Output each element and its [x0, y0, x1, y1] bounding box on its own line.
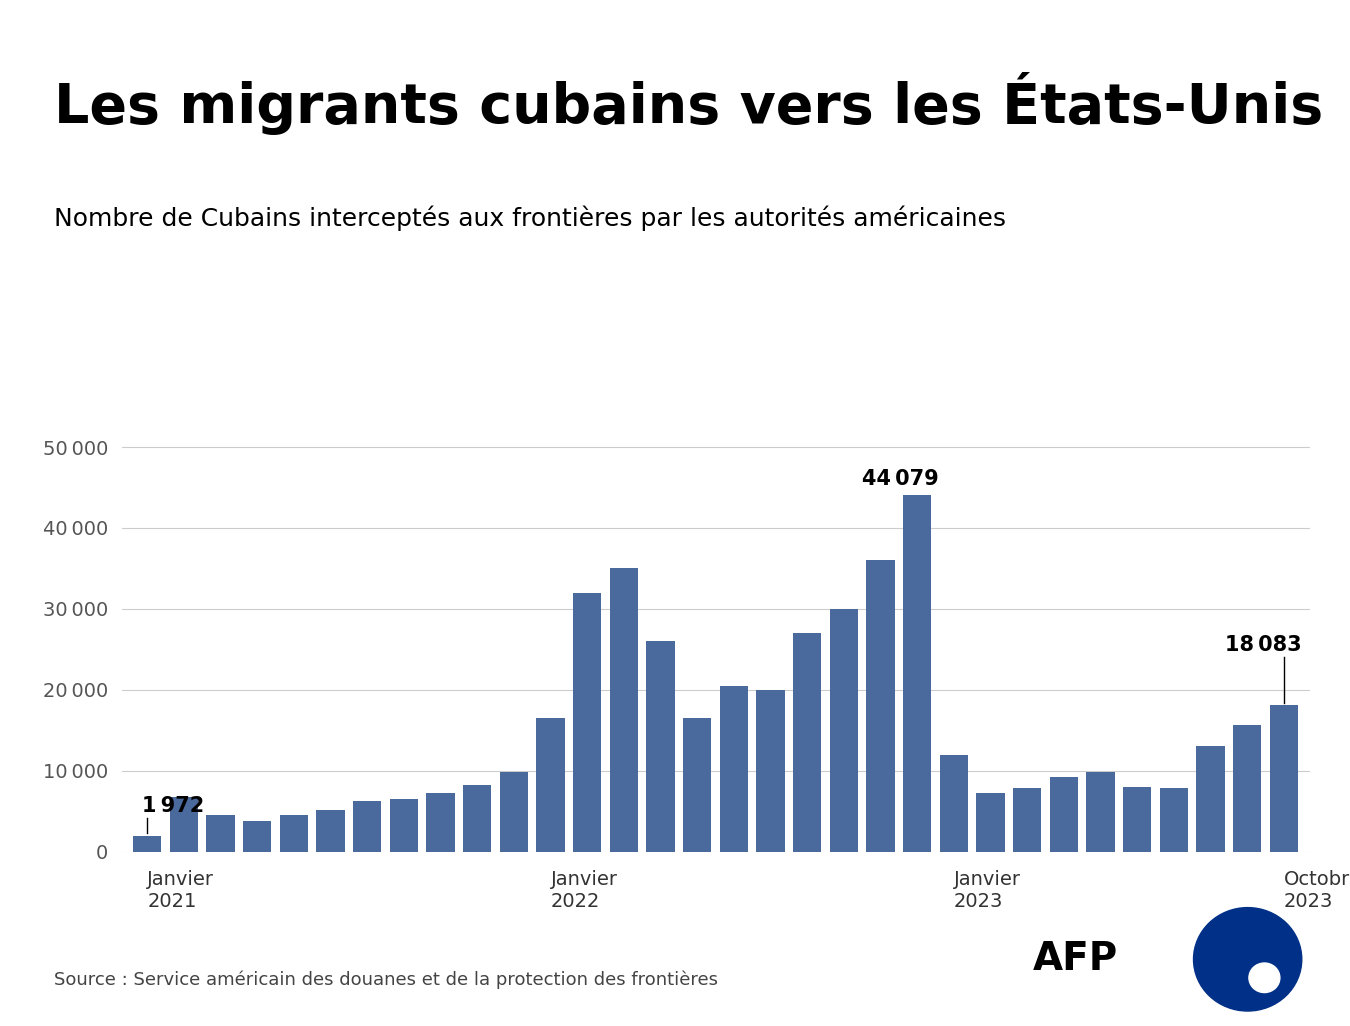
Bar — [427, 793, 455, 852]
Text: Nombre de Cubains interceptés aux frontières par les autorités américaines: Nombre de Cubains interceptés aux fronti… — [54, 205, 1006, 231]
Bar — [572, 593, 602, 852]
Bar — [940, 754, 968, 852]
Text: AFP: AFP — [1033, 940, 1118, 979]
Bar — [536, 718, 564, 852]
Text: 44 079: 44 079 — [863, 469, 938, 489]
Bar — [647, 641, 675, 852]
Bar — [316, 810, 344, 852]
Bar — [1087, 773, 1115, 852]
Bar — [903, 495, 932, 852]
Bar — [1269, 705, 1299, 852]
Bar — [829, 608, 859, 852]
Bar — [756, 689, 784, 852]
Bar — [170, 796, 198, 852]
Circle shape — [1249, 963, 1280, 992]
Bar — [243, 821, 271, 852]
Bar — [132, 835, 162, 852]
Bar — [463, 785, 491, 852]
Bar — [683, 718, 711, 852]
Bar — [976, 793, 1004, 852]
Bar — [867, 560, 895, 852]
Bar — [1160, 788, 1188, 852]
Bar — [390, 799, 418, 852]
Bar — [352, 801, 382, 852]
Text: 18 083: 18 083 — [1226, 635, 1301, 656]
Text: Les migrants cubains vers les États-Unis: Les migrants cubains vers les États-Unis — [54, 72, 1323, 134]
Bar — [500, 773, 528, 852]
Bar — [1196, 747, 1224, 852]
Bar — [1123, 787, 1152, 852]
Text: Source : Service américain des douanes et de la protection des frontières: Source : Service américain des douanes e… — [54, 971, 718, 989]
Bar — [720, 685, 748, 852]
Bar — [279, 816, 308, 852]
Bar — [207, 816, 235, 852]
Bar — [792, 633, 821, 852]
Bar — [1012, 788, 1041, 852]
Circle shape — [1193, 908, 1301, 1011]
Bar — [1233, 724, 1261, 852]
Bar — [1049, 777, 1079, 852]
Bar — [610, 568, 639, 852]
Text: 1 972: 1 972 — [142, 796, 204, 817]
